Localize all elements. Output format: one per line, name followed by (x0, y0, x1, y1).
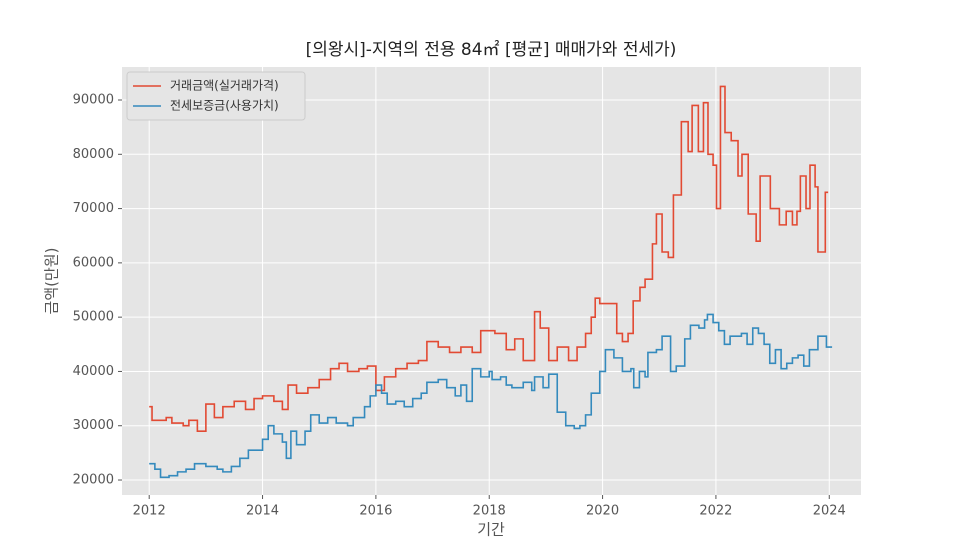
y-tick-label: 40000 (73, 364, 114, 379)
y-tick-label: 90000 (73, 93, 114, 108)
y-axis-label: 금액(만원) (43, 248, 61, 315)
x-tick-label: 2016 (359, 504, 392, 519)
x-axis-label: 기간 (477, 521, 505, 539)
y-tick-label: 50000 (73, 310, 114, 325)
y-tick-label: 60000 (73, 255, 114, 270)
x-tick-label: 2018 (473, 504, 506, 519)
series-line (149, 313, 833, 479)
x-tick-label: 2020 (586, 504, 619, 519)
x-tick-label: 2014 (246, 504, 279, 519)
x-tick-label: 2012 (133, 504, 166, 519)
y-tick-label: 30000 (73, 418, 114, 433)
plot-area (122, 67, 861, 495)
y-tick-label: 80000 (73, 147, 114, 162)
y-tick-label: 20000 (73, 473, 114, 488)
series-line (149, 85, 829, 432)
legend-label: 전세보증금(사용가치) (170, 99, 279, 113)
legend-label: 거래금액(실거래가격) (170, 79, 279, 93)
x-tick-label: 2024 (813, 504, 846, 519)
x-tick-label: 2022 (699, 504, 732, 519)
legend-box (126, 71, 306, 121)
chart-title: [의왕시]-지역의 전용 84㎡ [평균] 매매가와 전세가) (306, 40, 677, 60)
y-tick-label: 70000 (73, 201, 114, 216)
